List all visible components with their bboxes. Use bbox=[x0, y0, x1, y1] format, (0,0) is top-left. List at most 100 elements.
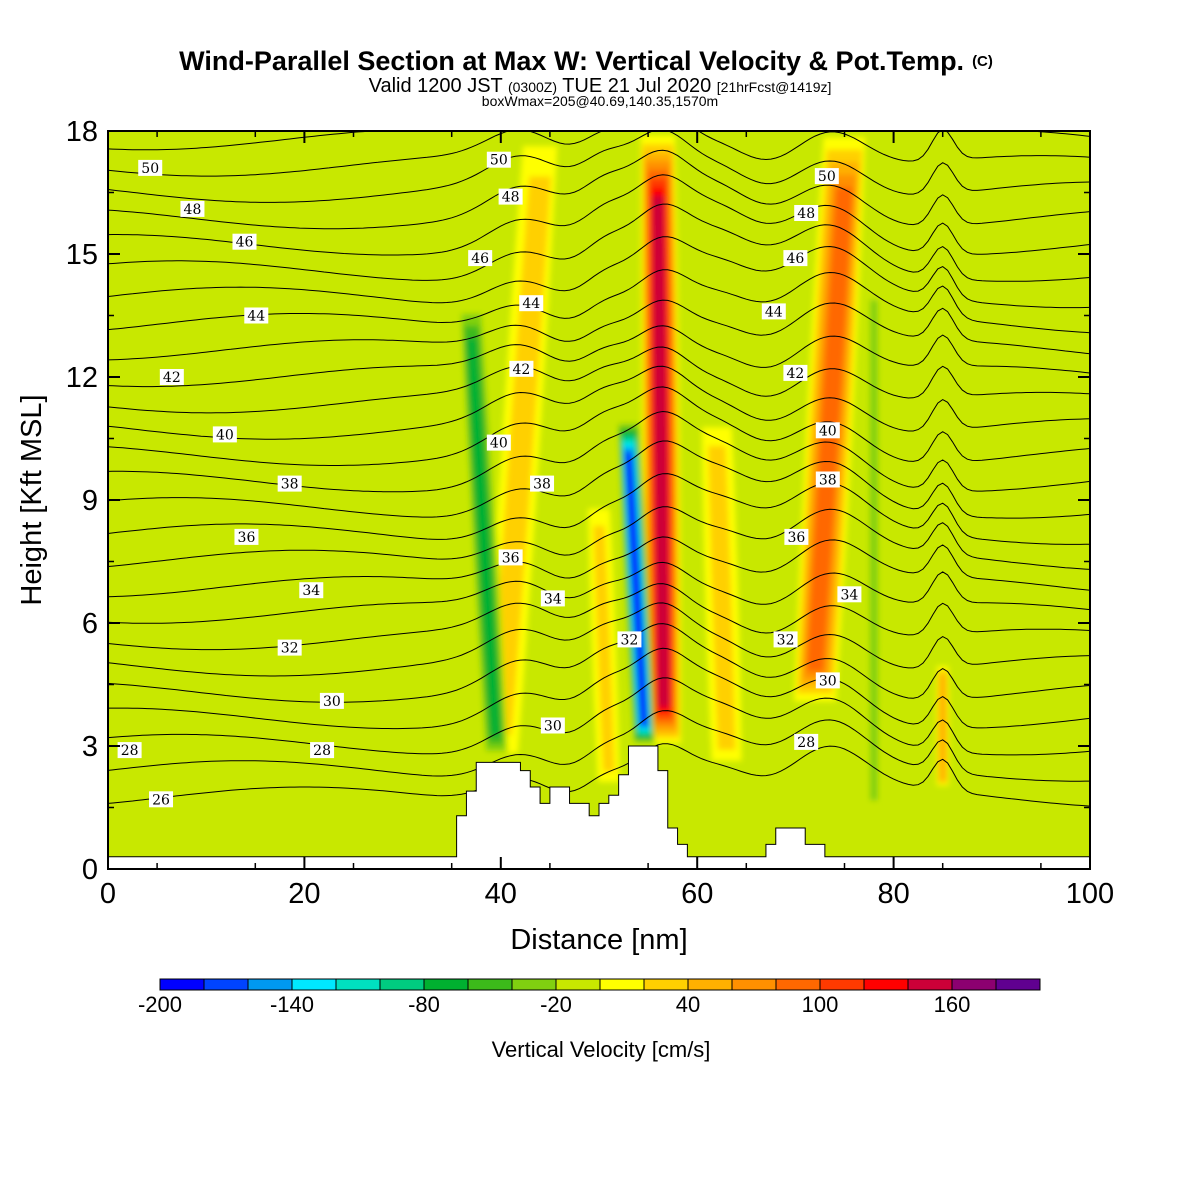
contour-label-text: 40 bbox=[819, 423, 837, 439]
contour-label: 38 bbox=[530, 475, 555, 493]
colorbar-swatch bbox=[820, 979, 865, 990]
contour-label-text: 36 bbox=[238, 530, 256, 546]
y-tick-label: 3 bbox=[82, 731, 98, 763]
colorbar-swatch bbox=[644, 979, 689, 990]
plume-band bbox=[652, 196, 670, 707]
colorbar-tick-label: -140 bbox=[270, 992, 314, 1017]
plume-band bbox=[708, 445, 736, 750]
colorbar-tick-label: -20 bbox=[540, 992, 572, 1017]
contour-label-text: 46 bbox=[236, 235, 254, 251]
plume-band bbox=[625, 455, 648, 724]
contour-label: 38 bbox=[277, 475, 302, 493]
contour-label-text: 46 bbox=[471, 251, 489, 267]
contour-label-text: 50 bbox=[818, 169, 836, 185]
colorbar-swatch bbox=[556, 979, 601, 990]
theta-contour-line bbox=[108, 131, 1090, 203]
contour-label-text: 30 bbox=[544, 719, 562, 735]
colorbar-swatch bbox=[600, 979, 645, 990]
contour-label-text: 40 bbox=[490, 436, 508, 452]
colorbar-swatch bbox=[204, 979, 249, 990]
box-wmax-info: boxWmax=205@40.69,140.35,1570m bbox=[482, 93, 718, 109]
contour-label: 28 bbox=[310, 742, 335, 759]
contour-label: 36 bbox=[784, 528, 809, 546]
contour-label-text: 28 bbox=[121, 743, 139, 759]
contour-label-text: 46 bbox=[786, 251, 804, 267]
colorbar-swatch bbox=[688, 979, 733, 990]
contour-label: 44 bbox=[244, 307, 269, 325]
theta-contour-line bbox=[108, 506, 1090, 570]
x-tick-label: 0 bbox=[100, 878, 116, 910]
theta-contour-line bbox=[108, 647, 1090, 730]
x-tick-label: 20 bbox=[288, 878, 320, 910]
colorbar-swatch bbox=[952, 979, 997, 990]
contour-label: 46 bbox=[232, 233, 257, 251]
contour-label-text: 34 bbox=[544, 591, 562, 607]
contour-label: 32 bbox=[277, 639, 302, 657]
valid-prefix: Valid 1200 JST bbox=[369, 75, 503, 97]
contour-label: 46 bbox=[783, 250, 808, 267]
colorbar-tick-label: -80 bbox=[408, 992, 440, 1017]
plot-area: 50 48 46 44 42 40 38 36 34 32 30 28 28 26 50 48 46 44 42 40… bbox=[108, 131, 1090, 869]
contour-label: 28 bbox=[794, 733, 819, 751]
theta-contour-line bbox=[108, 131, 1090, 177]
contour-label: 48 bbox=[498, 188, 523, 206]
theta-contour-line bbox=[108, 710, 1090, 782]
plume-band bbox=[466, 338, 502, 737]
contour-label-text: 32 bbox=[777, 632, 795, 648]
contour-label-text: 38 bbox=[533, 477, 551, 493]
contour-label: 40 bbox=[486, 434, 511, 452]
theta-contour-line bbox=[108, 743, 1090, 807]
contour-label-text: 34 bbox=[302, 583, 320, 599]
theta-contour-line bbox=[108, 365, 1090, 440]
contour-label: 36 bbox=[498, 549, 523, 566]
colorbar-tick-label: 100 bbox=[802, 992, 839, 1017]
colorbar-swatch bbox=[424, 979, 469, 990]
contour-label-text: 48 bbox=[502, 190, 520, 206]
contour-label-text: 28 bbox=[797, 735, 815, 751]
contour-label: 48 bbox=[794, 205, 819, 222]
theta-contour-line bbox=[108, 440, 1090, 519]
contour-label: 44 bbox=[519, 295, 544, 312]
y-tick-label: 9 bbox=[82, 485, 98, 517]
contour-label-text: 36 bbox=[502, 550, 520, 566]
contour-label-text: 30 bbox=[323, 694, 341, 710]
contour-label: 32 bbox=[773, 631, 798, 648]
colorbar-swatch bbox=[512, 979, 557, 990]
contour-label-text: 26 bbox=[152, 792, 170, 808]
forecast-info: [21hrFcst@1419z] bbox=[717, 79, 832, 95]
chart-title: Wind-Parallel Section at Max W: Vertical… bbox=[179, 46, 993, 76]
contour-label-text: 42 bbox=[786, 366, 804, 382]
contour-label-text: 40 bbox=[216, 427, 234, 443]
colorbar-swatch bbox=[380, 979, 425, 990]
contour-label-text: 28 bbox=[313, 743, 331, 759]
contour-label-text: 48 bbox=[797, 206, 815, 222]
theta-contours bbox=[108, 131, 1090, 807]
theta-contour-line bbox=[108, 269, 1090, 334]
contour-label-text: 32 bbox=[621, 632, 639, 648]
colorbar-frame bbox=[159, 978, 1041, 991]
contour-label-text: 50 bbox=[490, 153, 508, 169]
contour-label: 48 bbox=[180, 200, 205, 218]
contour-label-text: 42 bbox=[163, 370, 181, 386]
theta-contour-line bbox=[108, 236, 1090, 309]
colorbar-swatch bbox=[732, 979, 777, 990]
valid-time-line: Valid 1200 JST (0300Z) TUE 21 Jul 2020 [… bbox=[369, 75, 832, 97]
contour-label: 40 bbox=[212, 426, 237, 443]
theta-contour-line bbox=[108, 677, 1090, 756]
terrain-mask bbox=[108, 745, 1090, 869]
theta-contour-line bbox=[108, 299, 1090, 361]
theta-contour-line bbox=[108, 473, 1090, 545]
contour-label-text: 38 bbox=[819, 473, 837, 489]
contour-label-text: 34 bbox=[840, 587, 858, 603]
colorbar-swatch bbox=[864, 979, 909, 990]
colorbar-swatch bbox=[996, 979, 1041, 990]
contour-label-text: 44 bbox=[522, 296, 540, 312]
contour-label: 30 bbox=[540, 717, 565, 735]
x-tick-label: 100 bbox=[1066, 878, 1114, 910]
y-tick-label: 6 bbox=[82, 608, 98, 640]
colorbar-swatch bbox=[160, 979, 205, 990]
theta-contour-line bbox=[108, 583, 1090, 651]
contour-label: 28 bbox=[117, 742, 142, 759]
